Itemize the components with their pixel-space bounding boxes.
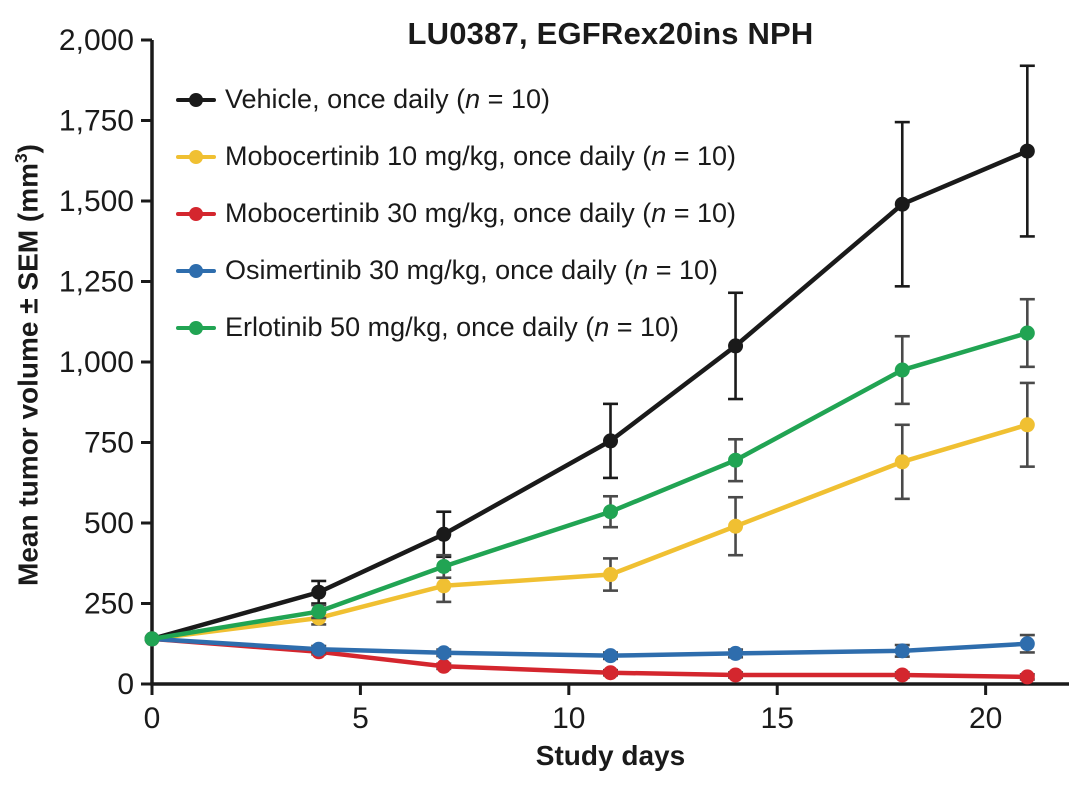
- legend-dot-icon: [189, 320, 203, 335]
- y-tick-label: 750: [84, 427, 134, 460]
- chart-legend: Vehicle, once daily (n = 10) Mobocertini…: [176, 84, 736, 369]
- data-point: [603, 433, 618, 449]
- legend-marker-osimertinib-30: [176, 263, 216, 279]
- data-point: [894, 196, 910, 212]
- data-point: [728, 667, 744, 683]
- x-tick-label: 5: [352, 702, 369, 735]
- data-point: [894, 454, 910, 470]
- legend-marker-mobocertinib-30: [176, 206, 216, 222]
- legend-item-vehicle: Vehicle, once daily (n = 10): [176, 84, 736, 115]
- y-axis-label-superscript: 3: [11, 153, 31, 163]
- legend-dot-icon: [189, 92, 203, 107]
- legend-n-italic: n: [651, 198, 667, 228]
- legend-text: Osimertinib 30 mg/kg, once daily (: [225, 255, 634, 285]
- legend-label-mobocertinib-30: Mobocertinib 30 mg/kg, once daily (n = 1…: [225, 198, 736, 229]
- y-tick-label: 0: [117, 668, 134, 701]
- x-tick-label: 0: [144, 702, 161, 735]
- legend-text-suffix: = 10): [666, 198, 737, 228]
- data-point: [311, 604, 327, 620]
- data-point: [894, 643, 910, 659]
- data-point: [436, 526, 452, 542]
- data-point: [728, 452, 744, 468]
- data-point: [894, 667, 910, 683]
- y-axis-label-suffix: ): [12, 144, 44, 154]
- legend-text-suffix: = 10): [666, 141, 737, 171]
- data-point: [436, 578, 452, 594]
- legend-label-erlotinib-50: Erlotinib 50 mg/kg, once daily (n = 10): [225, 312, 679, 343]
- data-point: [1019, 417, 1035, 433]
- data-point: [436, 658, 452, 674]
- data-point: [603, 648, 618, 664]
- legend-dot-icon: [189, 206, 203, 221]
- y-tick-label: 500: [84, 507, 134, 540]
- legend-marker-mobocertinib-10: [176, 149, 216, 165]
- data-point: [436, 558, 452, 574]
- y-axis-label: Mean tumor volume ± SEM (mm3): [11, 15, 49, 715]
- data-point: [728, 645, 744, 661]
- legend-n-italic: n: [633, 255, 649, 285]
- legend-item-osimertinib-30: Osimertinib 30 mg/kg, once daily (n = 10…: [176, 255, 736, 286]
- x-tick-label: 10: [552, 702, 585, 735]
- legend-text: Vehicle, once daily (: [225, 84, 466, 114]
- series-line: [149, 422, 1030, 642]
- data-point: [1019, 325, 1035, 341]
- y-tick-label: 1,000: [59, 346, 134, 379]
- legend-n-italic: n: [594, 312, 610, 342]
- data-point: [894, 362, 910, 378]
- y-axis-label-text: Mean tumor volume ± SEM (mm: [12, 163, 44, 586]
- data-point: [1019, 636, 1035, 652]
- x-axis-label: Study days: [535, 740, 686, 771]
- legend-text: Mobocertinib 30 mg/kg, once daily (: [225, 198, 652, 228]
- legend-dot-icon: [189, 149, 203, 164]
- legend-item-mobocertinib-30: Mobocertinib 30 mg/kg, once daily (n = 1…: [176, 198, 736, 229]
- legend-n-italic: n: [651, 141, 667, 171]
- legend-text-suffix: = 10): [480, 84, 550, 114]
- chart-title: LU0387, EGFRex20ins NPH: [407, 16, 814, 51]
- legend-item-erlotinib-50: Erlotinib 50 mg/kg, once daily (n = 10): [176, 312, 736, 343]
- legend-text: Mobocertinib 10 mg/kg, once daily (: [225, 141, 652, 171]
- y-tick-label: 2,000: [59, 24, 134, 57]
- legend-marker-erlotinib-50: [176, 320, 216, 336]
- series-line: [149, 330, 1030, 642]
- y-tick-label: 1,500: [59, 185, 134, 218]
- legend-label-mobocertinib-10: Mobocertinib 10 mg/kg, once daily (n = 1…: [225, 141, 736, 172]
- data-point: [1019, 669, 1035, 685]
- legend-label-osimertinib-30: Osimertinib 30 mg/kg, once daily (n = 10…: [225, 255, 718, 286]
- y-tick-label: 1,750: [59, 105, 134, 138]
- data-point: [311, 641, 327, 657]
- data-point: [728, 338, 744, 354]
- legend-dot-icon: [189, 263, 203, 278]
- data-point: [1019, 143, 1035, 159]
- y-tick-label: 1,250: [59, 266, 134, 299]
- data-point: [603, 665, 618, 681]
- legend-item-mobocertinib-10: Mobocertinib 10 mg/kg, once daily (n = 1…: [176, 141, 736, 172]
- legend-text: Erlotinib 50 mg/kg, once daily (: [225, 312, 595, 342]
- legend-n-italic: n: [465, 84, 481, 114]
- legend-text-suffix: = 10): [648, 255, 718, 285]
- x-tick-label: 15: [761, 702, 794, 735]
- x-tick-label: 20: [969, 702, 1002, 735]
- legend-marker-vehicle: [176, 92, 216, 108]
- legend-text-suffix: = 10): [609, 312, 680, 342]
- data-point: [603, 567, 618, 583]
- y-tick-label: 250: [84, 588, 134, 621]
- data-point: [436, 645, 452, 661]
- data-point: [311, 584, 327, 600]
- data-point: [728, 518, 744, 534]
- legend-label-vehicle: Vehicle, once daily (n = 10): [225, 84, 550, 115]
- data-point: [144, 631, 160, 647]
- data-point: [603, 504, 618, 520]
